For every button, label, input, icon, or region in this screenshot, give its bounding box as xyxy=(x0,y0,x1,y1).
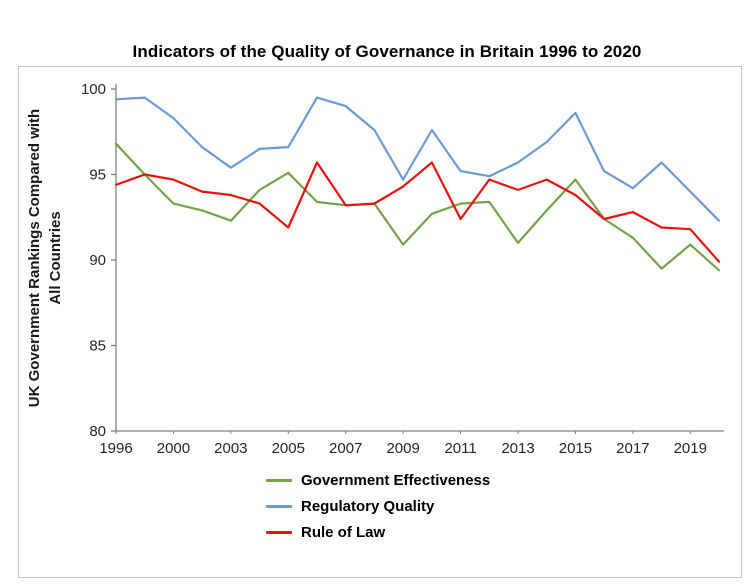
y-tick-label: 85 xyxy=(89,338,106,355)
x-tick-label: 1996 xyxy=(99,440,132,457)
x-tick-label: 2015 xyxy=(559,440,592,457)
chart-frame: UK Government Rankings Compared with All… xyxy=(18,66,742,578)
legend-label: Rule of Law xyxy=(301,523,386,541)
legend-label: Government Effectiveness xyxy=(301,471,491,489)
legend-swatch xyxy=(266,530,292,534)
series-line-regulatory-quality xyxy=(114,96,721,222)
legend-label: Regulatory Quality xyxy=(301,497,435,515)
y-tick-label: 100 xyxy=(81,81,106,98)
chart-title: Indicators of the Quality of Governance … xyxy=(132,42,642,61)
series-line-government-effectiveness xyxy=(114,142,721,272)
x-tick-label: 2013 xyxy=(501,440,534,457)
legend: Government Effectiveness Regulatory Quali… xyxy=(266,469,490,543)
legend-item: Rule of Law xyxy=(266,521,490,543)
series-line-rule-of-law xyxy=(114,161,721,263)
x-tick-label: 2009 xyxy=(386,440,419,457)
x-tick-label: 2011 xyxy=(444,440,476,457)
x-tick-label: 2017 xyxy=(616,440,649,457)
x-tick-label: 2003 xyxy=(214,440,247,457)
y-tick-label: 95 xyxy=(89,167,106,184)
x-tick-label: 2007 xyxy=(329,440,362,457)
legend-swatch xyxy=(266,478,292,482)
plot-area: 80 85 90 95 100 1996 2000 2003 2005 2007 2009 2011 2… xyxy=(81,81,724,457)
y-axis-title-line-1: UK Government Rankings Compared with xyxy=(26,108,43,408)
x-tick-label: 2005 xyxy=(272,440,305,457)
x-tick-label: 2000 xyxy=(157,440,190,457)
y-tick-label: 80 xyxy=(89,423,106,440)
legend-item: Government Effectiveness xyxy=(266,469,490,491)
x-tick-label: 2019 xyxy=(674,440,707,457)
legend-swatch xyxy=(266,504,292,508)
y-tick-label: 90 xyxy=(89,252,106,269)
legend-item: Regulatory Quality xyxy=(266,495,490,517)
